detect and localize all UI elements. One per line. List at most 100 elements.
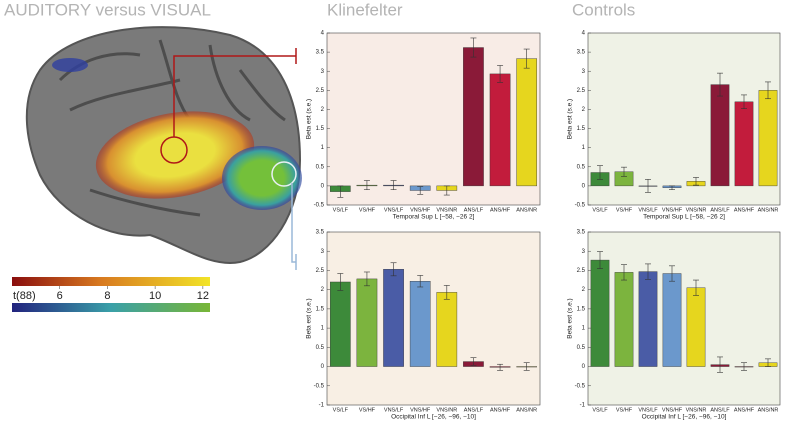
bar xyxy=(489,73,511,187)
y-tick-label: 0 xyxy=(321,364,325,370)
error-bar xyxy=(717,356,723,373)
x-tick-label: VNS/NR xyxy=(686,407,707,413)
x-tick-label: VNS/HF xyxy=(662,407,683,413)
error-bar xyxy=(363,180,370,191)
x-tick-label: VNS/NR xyxy=(686,207,707,213)
y-tick-label: 2.5 xyxy=(316,268,325,274)
y-tick-label: 3 xyxy=(321,249,325,255)
error-bar xyxy=(417,186,424,195)
y-tick-label: 4 xyxy=(582,31,586,37)
error-bar xyxy=(765,358,771,367)
y-tick-label: 2.5 xyxy=(577,88,586,94)
x-tick-label: VS/LF xyxy=(592,407,608,413)
y-tick-label: 0 xyxy=(582,364,586,370)
error-bar xyxy=(741,362,747,371)
y-tick-label: 3.5 xyxy=(577,230,586,236)
y-axis-label: Beta est (s.e.) xyxy=(306,298,313,338)
bar xyxy=(686,287,706,367)
bar xyxy=(638,271,658,367)
error-bar xyxy=(443,185,450,196)
y-tick-label: 1 xyxy=(582,145,586,151)
column-title: Klinefelter xyxy=(327,0,403,19)
x-tick-label: VNS/LF xyxy=(384,407,404,413)
colorbar-tick-label: 6 xyxy=(57,290,63,302)
x-tick-label: ANS/LF xyxy=(464,207,484,213)
bar xyxy=(409,281,431,367)
x-tick-label: ANS/HF xyxy=(490,407,511,413)
colorbar-label: t(88) xyxy=(13,290,36,302)
y-tick-label: 2 xyxy=(321,107,325,113)
x-tick-label: ANS/NR xyxy=(758,407,779,413)
y-axis-label: Beta est (s.e.) xyxy=(567,99,574,139)
y-tick-label: 0.5 xyxy=(316,345,325,351)
bar xyxy=(590,259,610,367)
error-bar xyxy=(337,273,344,291)
x-tick-label: ANS/HF xyxy=(490,207,511,213)
y-tick-label: 1 xyxy=(321,326,325,332)
bar xyxy=(329,281,351,367)
error-bar xyxy=(693,279,699,296)
bar xyxy=(662,273,682,367)
y-axis-label: Beta est (s.e.) xyxy=(567,298,574,338)
x-tick-label: VS/LF xyxy=(333,207,349,213)
bar xyxy=(516,58,538,187)
bar xyxy=(463,47,484,187)
x-tick-label: VNS/HF xyxy=(410,407,431,413)
y-tick-label: 2 xyxy=(582,287,586,293)
error-bar xyxy=(390,262,397,277)
column-title: Controls xyxy=(572,0,635,19)
error-bar xyxy=(390,180,397,191)
x-tick-label: ANS/NR xyxy=(758,207,779,213)
y-tick-label: 1 xyxy=(321,145,325,151)
error-bar xyxy=(717,72,723,97)
x-tick-label: VNS/NR xyxy=(436,407,457,413)
bar xyxy=(614,272,634,367)
y-tick-label: 2.5 xyxy=(316,88,325,94)
colorbar-tick-label: 12 xyxy=(197,290,209,302)
y-tick-label: -0.5 xyxy=(575,203,586,209)
x-tick-label: ANS/LF xyxy=(710,407,730,413)
y-tick-label: -1 xyxy=(580,403,586,409)
colorbar-tick-label: 10 xyxy=(149,290,161,302)
y-tick-label: 2 xyxy=(582,107,586,113)
y-tick-label: 2 xyxy=(321,287,325,293)
error-bar xyxy=(597,165,603,180)
x-axis-label: Occipital Inf L [−26, −96, −10] xyxy=(391,414,476,421)
y-tick-label: 3.5 xyxy=(577,50,586,56)
y-tick-label: -0.5 xyxy=(575,383,586,389)
x-tick-label: VS/LF xyxy=(333,407,349,413)
y-tick-label: 1.5 xyxy=(316,306,325,312)
error-bar xyxy=(497,65,504,83)
x-tick-label: VS/LF xyxy=(592,207,608,213)
colorbar-positive xyxy=(12,277,210,286)
error-bar xyxy=(337,185,344,198)
y-tick-label: 3.5 xyxy=(316,50,325,56)
bar xyxy=(436,292,458,367)
y-tick-label: 0 xyxy=(321,183,325,189)
bar xyxy=(734,101,754,187)
error-bar xyxy=(645,179,651,193)
figure-title: AUDITORY versus VISUAL xyxy=(4,0,211,19)
error-bar xyxy=(470,357,477,366)
error-bar xyxy=(621,166,627,177)
x-tick-label: ANS/LF xyxy=(464,407,484,413)
x-tick-label: VNS/HF xyxy=(410,207,431,213)
error-bar xyxy=(645,263,651,280)
error-bar xyxy=(597,251,603,269)
colorbar-negative xyxy=(12,303,210,312)
error-bar xyxy=(669,265,675,282)
x-tick-label: VS/HF xyxy=(616,207,633,213)
x-axis-label: Temporal Sup L [−58, −26 2] xyxy=(643,214,725,221)
y-tick-label: 0.5 xyxy=(316,164,325,170)
y-tick-label: 1 xyxy=(582,326,586,332)
error-bar xyxy=(523,362,530,371)
y-tick-label: -0.5 xyxy=(314,203,325,209)
x-tick-label: VNS/HF xyxy=(662,207,683,213)
bar xyxy=(356,278,378,367)
y-tick-label: 3.5 xyxy=(316,230,325,236)
error-bar xyxy=(443,285,450,300)
y-tick-label: -1 xyxy=(319,403,325,409)
y-tick-label: 3 xyxy=(582,249,586,255)
x-tick-label: VNS/NR xyxy=(436,207,457,213)
